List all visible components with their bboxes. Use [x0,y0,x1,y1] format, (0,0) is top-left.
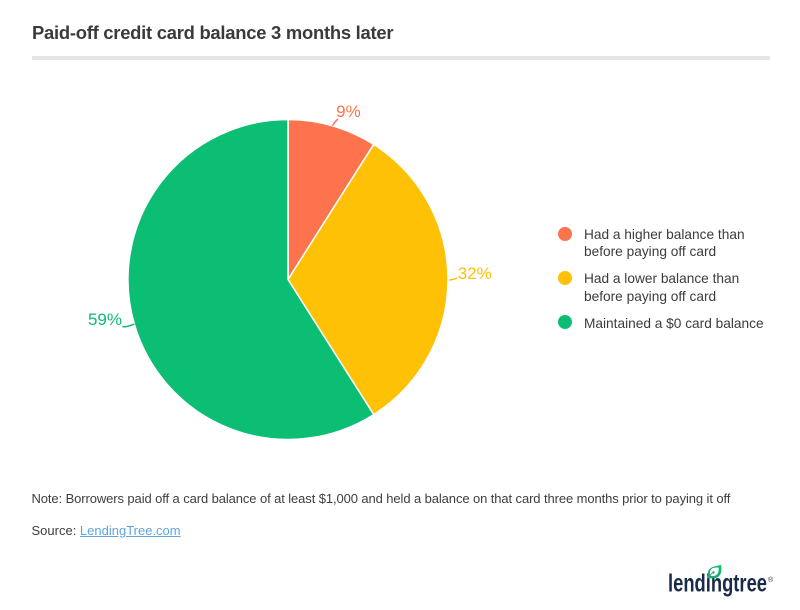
svg-text:®: ® [768,576,774,584]
svg-text:32%: 32% [458,264,492,283]
svg-text:9%: 9% [336,102,361,121]
svg-text:59%: 59% [88,310,122,329]
